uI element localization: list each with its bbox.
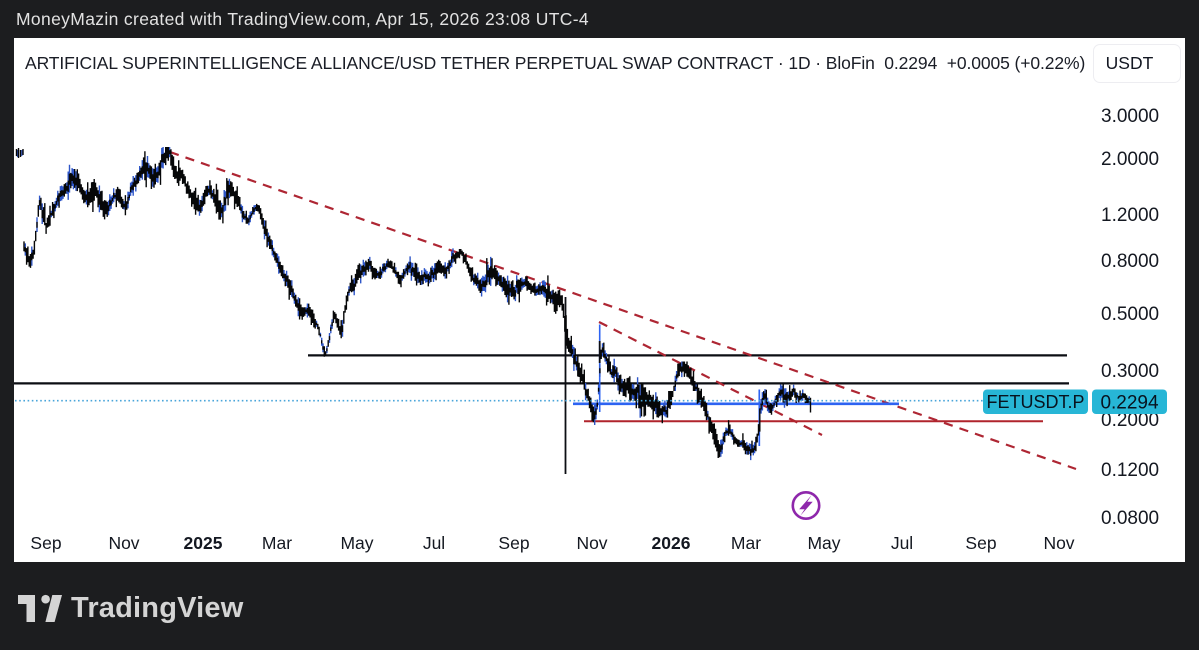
svg-text:FETUSDT.P: FETUSDT.P (986, 392, 1084, 412)
svg-text:0.2294: 0.2294 (1100, 393, 1159, 414)
